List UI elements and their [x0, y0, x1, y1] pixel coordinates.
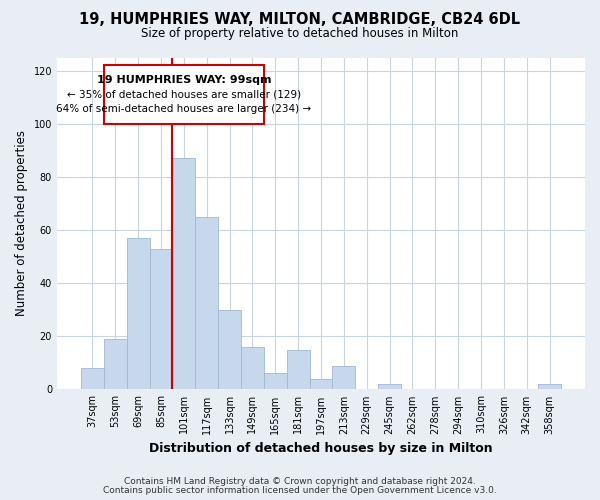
Text: Contains public sector information licensed under the Open Government Licence v3: Contains public sector information licen…: [103, 486, 497, 495]
Text: ← 35% of detached houses are smaller (129): ← 35% of detached houses are smaller (12…: [67, 90, 301, 100]
Bar: [538, 384, 561, 390]
Bar: [241, 347, 264, 390]
Bar: [310, 379, 332, 390]
Bar: [81, 368, 104, 390]
Bar: [104, 66, 264, 124]
Text: Contains HM Land Registry data © Crown copyright and database right 2024.: Contains HM Land Registry data © Crown c…: [124, 477, 476, 486]
Text: 19, HUMPHRIES WAY, MILTON, CAMBRIDGE, CB24 6DL: 19, HUMPHRIES WAY, MILTON, CAMBRIDGE, CB…: [79, 12, 521, 28]
Bar: [104, 339, 127, 390]
Y-axis label: Number of detached properties: Number of detached properties: [15, 130, 28, 316]
Bar: [332, 366, 355, 390]
X-axis label: Distribution of detached houses by size in Milton: Distribution of detached houses by size …: [149, 442, 493, 455]
Bar: [287, 350, 310, 390]
Text: Size of property relative to detached houses in Milton: Size of property relative to detached ho…: [142, 28, 458, 40]
Bar: [172, 158, 195, 390]
Bar: [127, 238, 149, 390]
Text: 64% of semi-detached houses are larger (234) →: 64% of semi-detached houses are larger (…: [56, 104, 311, 114]
Bar: [195, 217, 218, 390]
Bar: [264, 374, 287, 390]
Bar: [149, 248, 172, 390]
Text: 19 HUMPHRIES WAY: 99sqm: 19 HUMPHRIES WAY: 99sqm: [97, 75, 271, 85]
Bar: [218, 310, 241, 390]
Bar: [378, 384, 401, 390]
